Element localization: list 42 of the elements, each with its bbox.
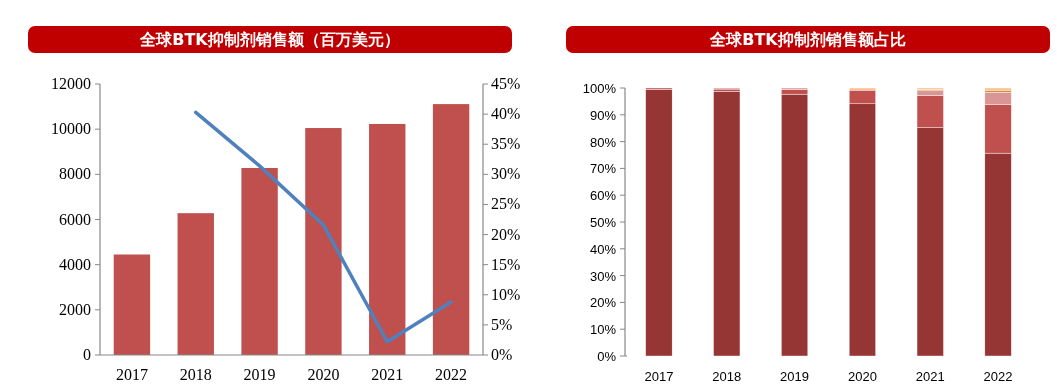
y2-tick-label: 35%	[491, 135, 521, 153]
x-tick-label: 2022	[983, 369, 1013, 384]
y-tick-label: 90%	[589, 107, 617, 123]
y-tick-label: 0	[83, 346, 91, 363]
y-tick-label: 100%	[582, 81, 617, 96]
y-tick-label: 50%	[589, 215, 617, 230]
chart-title: 全球BTK抑制剂销售额（百万美元）	[139, 30, 400, 49]
x-tick-label: 2017	[115, 366, 148, 383]
y-tick-label: 4000	[59, 255, 91, 273]
y2-tick-label: 15%	[491, 255, 521, 273]
x-tick-label: 2019	[243, 366, 276, 383]
y-tick-label: 40%	[589, 241, 617, 257]
y-tick-label: 0%	[597, 349, 617, 364]
y-tick-label: 70%	[589, 161, 617, 177]
y2-tick-label: 0%	[491, 346, 513, 363]
x-tick-label: 2021	[371, 366, 404, 383]
x-tick-label: 2021	[915, 369, 945, 384]
x-tick-label: 2018	[712, 369, 742, 384]
y-tick-label: 60%	[589, 188, 617, 204]
x-tick-label: 2022	[435, 366, 468, 383]
chart-title: 全球BTK抑制剂销售额占比	[709, 30, 906, 49]
y2-tick-label: 5%	[491, 315, 513, 333]
x-tick-label: 2019	[780, 369, 810, 384]
x-tick-label: 2020	[847, 369, 877, 384]
y2-tick-label: 30%	[491, 165, 521, 183]
y-tick-label: 6000	[59, 210, 91, 228]
y-tick-label: 8000	[59, 165, 91, 183]
y2-tick-label: 25%	[491, 195, 521, 213]
y-tick-label: 10000	[51, 120, 91, 138]
y-tick-label: 2000	[59, 300, 91, 318]
y2-tick-label: 45%	[491, 75, 521, 92]
y-tick-label: 20%	[589, 295, 617, 311]
x-tick-label: 2018	[179, 366, 212, 383]
y2-tick-label: 10%	[491, 285, 521, 303]
y2-tick-label: 20%	[491, 225, 521, 243]
x-tick-label: 2020	[307, 366, 340, 383]
y-tick-label: 10%	[589, 322, 617, 338]
y-tick-label: 30%	[589, 268, 617, 284]
x-tick-label: 2017	[644, 369, 674, 384]
y-tick-label: 80%	[589, 134, 617, 150]
y-tick-label: 12000	[51, 75, 91, 92]
y2-tick-label: 40%	[491, 105, 521, 123]
